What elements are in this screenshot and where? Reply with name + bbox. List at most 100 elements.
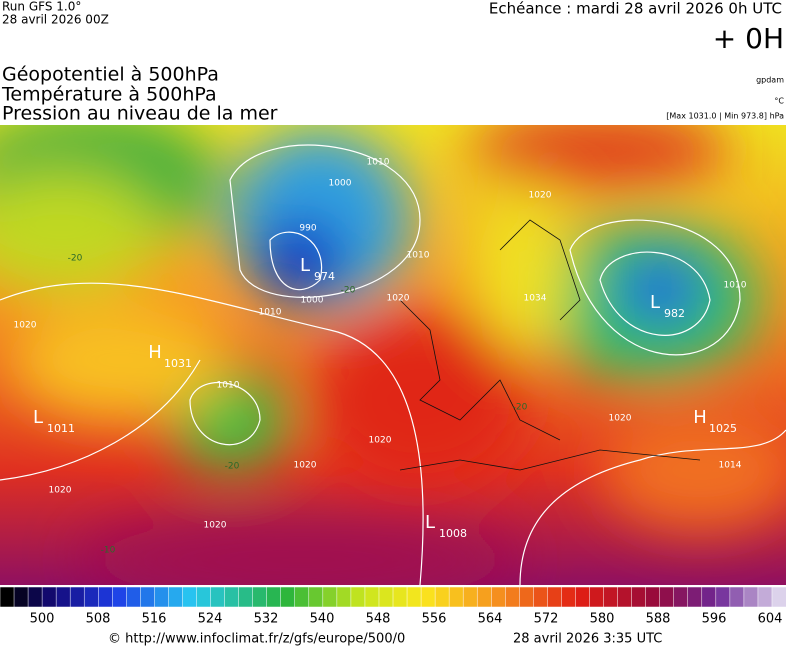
scale-label: 532 [254,612,279,627]
pressure-value: 1011 [47,422,75,435]
isobar-label: 1034 [524,294,547,304]
isobar-label: 1020 [609,414,632,424]
scale-swatch [392,586,408,608]
scale-swatch [98,586,114,608]
scale-label: 500 [30,612,55,627]
scale-label: 548 [366,612,391,627]
scale-swatch [771,586,786,608]
scale-swatch [55,586,71,608]
scale-swatch [631,586,647,608]
unit-label: gpdam [756,76,784,85]
temperature-label: -20 [513,403,528,413]
pressure-value: 1025 [709,422,737,435]
scale-swatch [476,586,493,608]
scale-swatch [491,586,507,608]
scale-label: 604 [758,612,783,627]
scale-swatch [701,586,717,608]
scale-swatch [266,586,282,608]
scale-swatch [364,586,380,608]
pressure-value: 1031 [164,357,192,370]
scale-swatch [252,586,268,608]
scale-swatch [757,586,773,608]
scale-swatch [575,586,591,608]
pressure-symbol: L [300,255,310,276]
pressure-symbol: L [425,512,435,533]
scale-label: 516 [142,612,167,627]
map-title: Température à 500hPa [1,84,217,106]
scale-label: 556 [422,612,447,627]
scale-swatch [673,586,689,608]
temperature-label: -10 [101,546,116,556]
lead-time: + 0H [713,22,784,55]
scale-label: 508 [86,612,111,627]
scale-swatch [83,586,100,608]
isobar-label: 1010 [407,251,430,261]
scale-label: 596 [702,612,727,627]
scale-swatch [729,586,745,608]
map-title: Pression au niveau de la mer [2,103,278,125]
scale-swatch [238,586,254,608]
scale-swatch [27,586,43,608]
scale-swatch [350,586,366,608]
isobar-label: 1020 [294,461,317,471]
isobar-label: 1000 [329,179,352,189]
pressure-value: 982 [664,307,685,320]
scale-swatch [561,586,577,608]
model-label: Run GFS 1.0° [2,0,81,14]
scale-swatch [743,586,759,608]
map-field [0,125,786,585]
scale-swatch [434,586,450,608]
isobar-label: 1020 [204,521,227,531]
scale-swatch [182,586,198,608]
pressure-symbol: L [33,407,43,428]
temperature-label: -20 [68,254,83,264]
pressure-value: 974 [314,270,335,283]
scale-swatch [0,586,15,608]
isobar-label: 1020 [529,191,552,201]
temperature-label: -20 [341,286,356,296]
temperature-label: -20 [225,462,240,472]
isobar-label: 1010 [724,281,747,291]
scale-label: 572 [534,612,559,627]
scale-swatch [617,586,633,608]
color-scale: 500 508 516 524 532 540 548 556 564 572 580 588 596 6… [0,586,786,627]
scale-swatch [505,586,521,608]
scale-swatch [448,586,464,608]
scale-swatch [154,586,170,608]
scale-label: 524 [198,612,223,627]
footer-source: © http://www.infoclimat.fr/z/gfs/europe/… [108,632,405,647]
scale-swatch [462,586,478,608]
isobar-label: 1000 [301,296,324,306]
scale-swatch [41,586,57,608]
scale-swatch [645,586,661,608]
scale-swatch [406,586,422,608]
scale-swatch [715,586,731,608]
scale-swatch [112,586,128,608]
pressure-value: 1008 [439,527,467,540]
run-label: 28 avril 2026 00Z [2,13,109,27]
scale-swatch [533,586,549,608]
scale-label: 564 [478,612,503,627]
isobar-label: 1020 [49,486,72,496]
unit-label: [Max 1031.0 | Min 973.8] hPa [666,112,784,121]
scale-swatch [589,586,605,608]
pressure-symbol: L [650,292,660,313]
valid-time: Echéance : mardi 28 avril 2026 0h UTC [489,0,782,18]
pressure-symbol: H [693,407,707,428]
isobar-label: 990 [299,224,316,234]
scale-label: 540 [310,612,335,627]
pressure-symbol: H [148,342,162,363]
scale-label: 580 [590,612,615,627]
scale-swatch [280,586,296,608]
scale-swatch [210,586,226,608]
footer-generated: 28 avril 2026 3:35 UTC [513,632,662,647]
scale-swatch [196,586,212,608]
scale-swatch [224,586,240,608]
isobar-label: 1010 [367,158,390,168]
isobar-label: 1010 [259,308,282,318]
scale-swatch [547,586,563,608]
map-title: Géopotentiel à 500hPa [2,64,219,86]
scale-swatch [69,586,85,608]
